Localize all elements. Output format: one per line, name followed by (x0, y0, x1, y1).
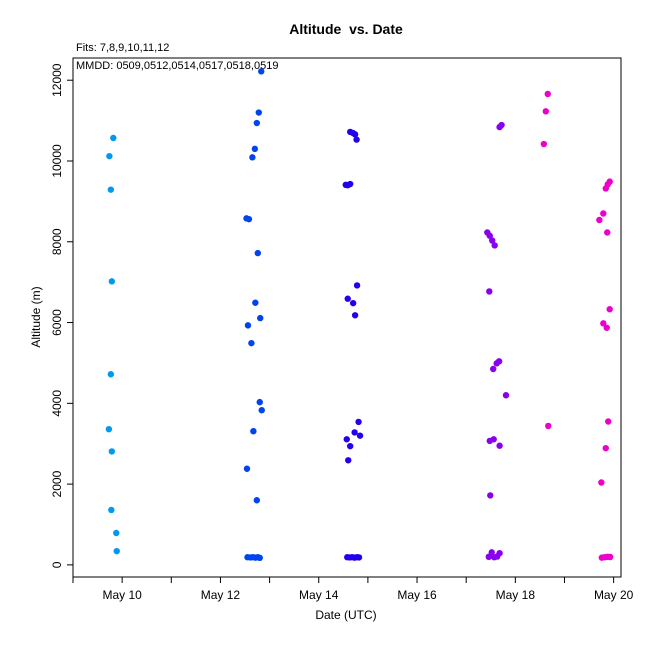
data-point (351, 429, 358, 436)
y-tick-label: 10000 (50, 144, 64, 178)
y-tick-label: 0 (50, 561, 64, 568)
data-point (540, 140, 548, 148)
data-point (490, 436, 497, 443)
data-point (355, 418, 362, 426)
data-point (258, 68, 265, 75)
data-point (344, 295, 351, 302)
x-tick-label: May 18 (496, 588, 536, 602)
data-point (250, 427, 257, 435)
data-point (251, 145, 259, 153)
data-point (353, 136, 360, 143)
data-point (258, 406, 265, 414)
series-5 (540, 90, 614, 561)
chart-title: Altitude vs. Date (289, 21, 403, 37)
data-point (108, 506, 115, 514)
data-point (491, 242, 498, 249)
x-tick-label: May 10 (102, 588, 142, 602)
data-point (257, 314, 264, 322)
data-points (105, 68, 614, 562)
data-point (487, 492, 494, 499)
data-point (343, 436, 350, 443)
data-point (600, 210, 607, 217)
data-point (243, 465, 251, 472)
y-axis-label: Altitude (m) (29, 286, 43, 347)
data-point (486, 288, 493, 295)
data-point (356, 432, 364, 439)
data-point (603, 324, 610, 331)
data-point (496, 123, 503, 131)
data-point (488, 549, 495, 556)
data-point (604, 229, 611, 236)
x-axis-label: Date (UTC) (315, 608, 376, 622)
x-tick-label: May 14 (299, 588, 339, 602)
series-1 (105, 134, 120, 555)
data-point (502, 392, 510, 399)
data-point (249, 154, 256, 161)
data-point (545, 422, 552, 430)
data-point (351, 312, 359, 319)
data-point (602, 185, 609, 192)
data-point (107, 186, 115, 193)
series-3 (342, 128, 364, 561)
data-point (113, 529, 120, 537)
data-point (107, 371, 115, 378)
data-point (544, 90, 551, 98)
data-point (596, 216, 603, 224)
fits-label: Fits: 7,8,9,10,11,12 (76, 42, 169, 54)
data-point (244, 322, 252, 329)
y-tick-label: 12000 (50, 63, 64, 97)
data-point (605, 418, 612, 425)
data-point (345, 457, 352, 464)
data-point (486, 232, 493, 239)
y-tick-label: 6000 (50, 309, 64, 336)
plot-area: MMDD: 0509,0512,0514,0517,0518,0519 (72, 57, 622, 578)
data-point (355, 554, 363, 561)
series-2 (243, 68, 265, 562)
data-point (346, 442, 354, 450)
data-point (490, 365, 497, 373)
x-tick-label: May 20 (594, 588, 634, 602)
data-point (349, 299, 357, 307)
data-point (496, 549, 503, 557)
data-point (248, 339, 255, 347)
data-point (489, 237, 496, 244)
x-axis: May 10 May 12 May 14 May 16 May 18 May 20 (72, 577, 634, 602)
data-point (256, 554, 263, 562)
y-tick-label: 8000 (50, 228, 64, 255)
y-tick-label: 2000 (50, 470, 64, 497)
data-point (110, 134, 117, 142)
series-4 (484, 121, 510, 561)
x-tick-label: May 12 (201, 588, 241, 602)
data-point (602, 444, 609, 452)
x-tick-label: May 16 (397, 588, 437, 602)
data-point (105, 425, 113, 433)
y-tick-label: 4000 (50, 390, 64, 417)
data-point (245, 215, 253, 223)
data-point (253, 119, 261, 127)
data-point (495, 358, 503, 365)
data-point (106, 152, 113, 160)
data-point (351, 131, 359, 138)
data-point (346, 180, 354, 188)
data-point (254, 249, 261, 257)
data-point (255, 109, 262, 116)
data-point (600, 320, 607, 327)
data-point (496, 442, 503, 449)
data-point (606, 553, 614, 561)
data-point (113, 547, 120, 555)
data-point (353, 282, 361, 289)
data-point (108, 278, 116, 285)
y-axis: 0 2000 4000 6000 8000 10000 12000 (50, 63, 73, 568)
data-point (598, 479, 605, 486)
plot-frame (72, 57, 622, 578)
data-point (542, 108, 550, 115)
data-point (606, 306, 613, 313)
data-point (252, 299, 259, 306)
data-point (253, 497, 261, 504)
data-point (108, 448, 116, 455)
mmdd-annotation: MMDD: 0509,0512,0514,0517,0518,0519 (76, 60, 278, 72)
data-point (256, 398, 263, 406)
